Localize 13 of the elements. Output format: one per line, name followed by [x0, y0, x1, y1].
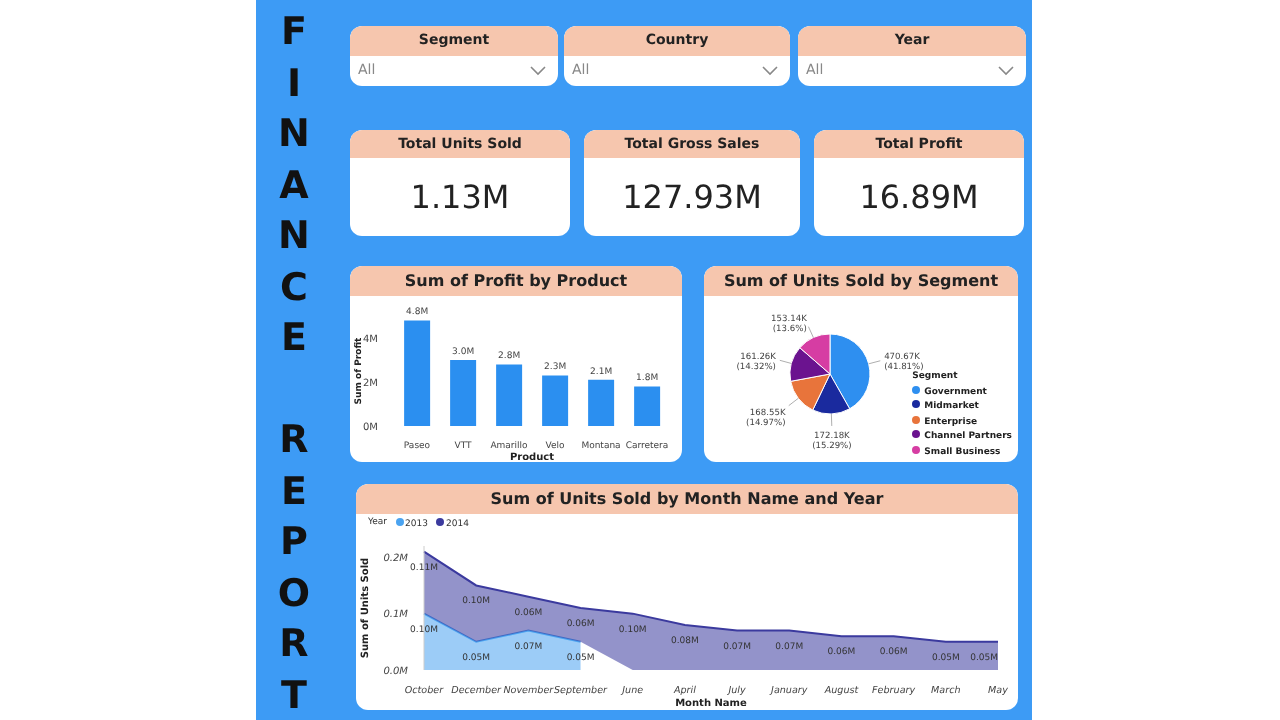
bar	[588, 379, 615, 426]
chart-title: Sum of Units Sold by Segment	[704, 266, 1018, 296]
chart-title: Sum of Units Sold by Month Name and Year	[356, 484, 1018, 514]
chart-title: Sum of Profit by Product	[350, 266, 682, 296]
bar	[496, 364, 523, 426]
bar	[542, 375, 569, 426]
bar	[404, 320, 431, 426]
chart-title: FINANCE REPORT	[277, 10, 311, 717]
text: 1.13M	[410, 178, 510, 216]
text: 127.93M	[622, 178, 762, 216]
text: 16.89M	[859, 178, 979, 216]
bar	[634, 386, 661, 426]
bar	[450, 360, 477, 426]
